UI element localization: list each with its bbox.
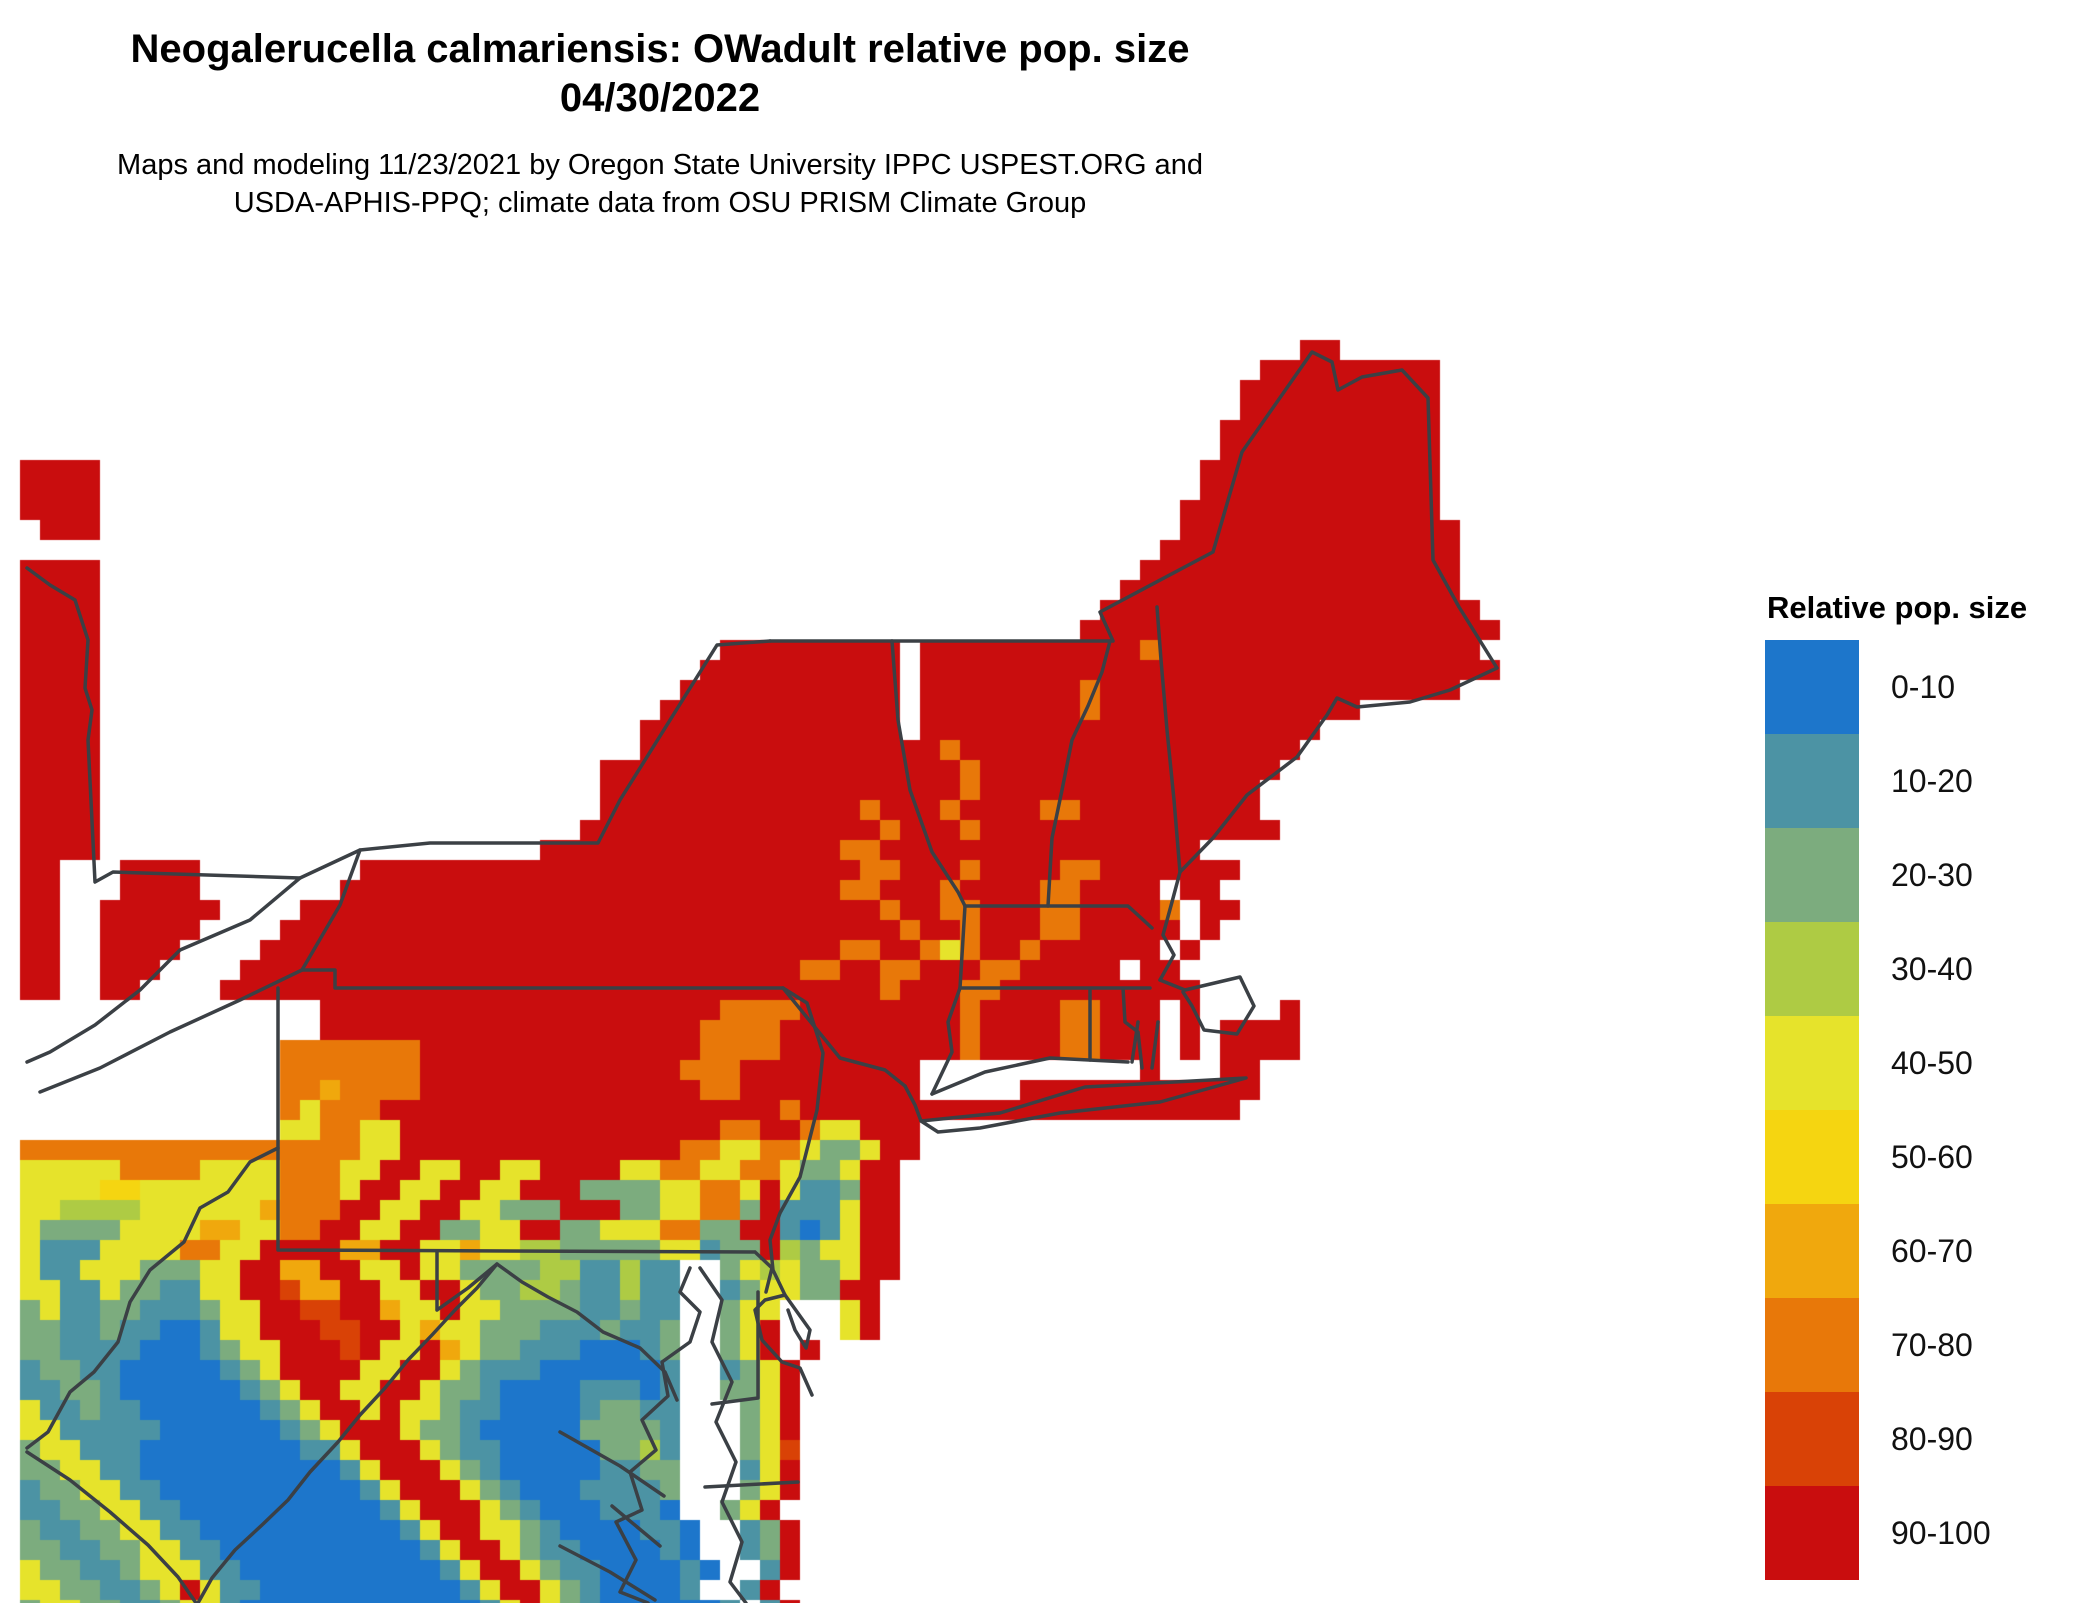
legend-swatch [1765, 1204, 1859, 1298]
legend-swatch [1765, 1110, 1859, 1204]
legend-label: 80-90 [1891, 1420, 1973, 1457]
legend-items: 0-10 10-20 20-30 30-40 40-50 50-60 60-70 70-80 8… [1765, 640, 2027, 1580]
legend-item: 10-20 [1765, 734, 2027, 828]
figure-subtitle-line2: USDA-APHIS-PPQ; climate data from OSU PR… [233, 186, 1087, 219]
legend: Relative pop. size 0-10 10-20 20-30 30-40 40… [1765, 590, 2027, 1580]
figure-date: 04/30/2022 [559, 76, 761, 120]
legend-item: 90-100 [1765, 1486, 2027, 1580]
legend-item: 30-40 [1765, 922, 2027, 1016]
legend-swatch [1765, 734, 1859, 828]
legend-label: 20-30 [1891, 856, 1973, 893]
legend-item: 20-30 [1765, 828, 2027, 922]
legend-label: 70-80 [1891, 1326, 1973, 1363]
legend-swatch [1765, 1298, 1859, 1392]
legend-item: 50-60 [1765, 1110, 2027, 1204]
figure-subtitle-line1: Maps and modeling 11/23/2021 by Oregon S… [117, 149, 1203, 181]
legend-swatch [1765, 1016, 1859, 1110]
legend-item: 60-70 [1765, 1204, 2027, 1298]
figure-title: Neogalerucella calmariensis: OWadult rel… [130, 27, 1190, 71]
legend-label: 0-10 [1891, 668, 1956, 705]
legend-swatch [1765, 1392, 1859, 1486]
legend-title: Relative pop. size [1767, 590, 2028, 625]
legend-swatch [1765, 922, 1859, 1016]
legend-label: 30-40 [1891, 950, 1973, 987]
legend-item: 70-80 [1765, 1298, 2027, 1392]
legend-swatch [1765, 1486, 1859, 1580]
legend-label: 40-50 [1891, 1044, 1973, 1081]
figure-header: Neogalerucella calmariensis: OWadult rel… [0, 26, 1320, 222]
legend-label: 10-20 [1891, 762, 1973, 799]
legend-label: 90-100 [1891, 1514, 1991, 1551]
legend-item: 0-10 [1765, 640, 2027, 734]
legend-item: 80-90 [1765, 1392, 2027, 1486]
figure-subtitle: Maps and modeling 11/23/2021 by Oregon S… [0, 147, 1320, 222]
legend-label: 60-70 [1891, 1232, 1973, 1269]
legend-swatch [1765, 640, 1859, 734]
legend-item: 40-50 [1765, 1016, 2027, 1110]
legend-label: 50-60 [1891, 1138, 1973, 1175]
legend-swatch [1765, 828, 1859, 922]
